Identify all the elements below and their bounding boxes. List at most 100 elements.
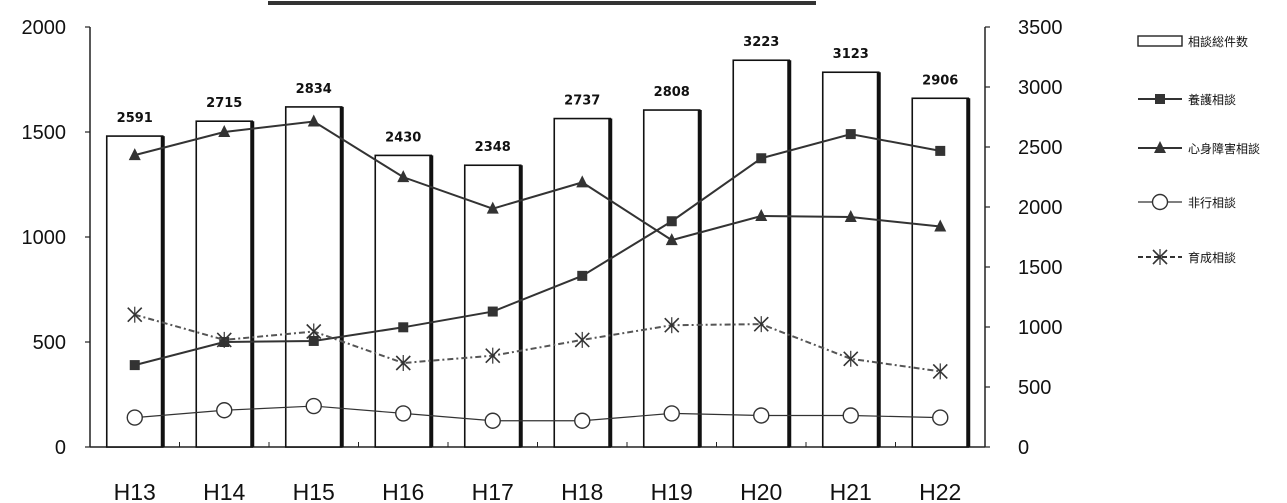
right-tick-label: 2500	[1018, 137, 1063, 159]
right-tick-label: 3000	[1018, 77, 1063, 99]
bar	[821, 71, 880, 448]
point-triangle	[576, 175, 589, 188]
legend-label: 心身障害相談	[1188, 141, 1260, 156]
point-circle	[932, 409, 949, 426]
point-square	[577, 270, 588, 281]
point-triangle	[486, 201, 499, 214]
series-triangle-filled	[128, 114, 947, 246]
x-tick-label: H18	[561, 479, 603, 503]
legend-bar-swatch	[1137, 35, 1183, 47]
point-triangle	[665, 233, 678, 246]
right-tick-label: 3500	[1018, 17, 1063, 39]
bar-data-label: 2348	[475, 140, 511, 155]
legend-label: 養護相談	[1188, 92, 1236, 107]
point-star	[574, 331, 590, 348]
series-line	[134, 133, 941, 367]
legend-item: 相談総件数	[1137, 34, 1248, 49]
bar	[284, 106, 343, 448]
point-square	[935, 145, 946, 156]
series-x-star	[127, 306, 948, 380]
x-tick-label: H17	[472, 479, 514, 503]
point-circle	[1151, 193, 1169, 211]
point-triangle	[1154, 141, 1166, 153]
point-square	[398, 322, 409, 333]
point-circle	[663, 405, 680, 422]
bar-data-label: 2715	[206, 96, 242, 111]
legend-label: 相談総件数	[1188, 34, 1248, 49]
x-tick-label: H19	[651, 479, 693, 503]
bar	[911, 97, 970, 448]
bar-data-label: 2808	[654, 85, 690, 100]
legend-label: 育成相談	[1188, 250, 1236, 265]
legend-item: 非行相談	[1138, 193, 1236, 211]
right-tick-label: 0	[1018, 437, 1029, 459]
legend-item: 育成相談	[1138, 249, 1236, 265]
bar-data-label: 2737	[564, 94, 600, 109]
point-circle	[484, 412, 501, 429]
point-circle	[305, 397, 322, 415]
point-star	[306, 323, 322, 340]
point-star	[843, 350, 859, 367]
point-star	[932, 363, 948, 380]
right-tick-label: 2000	[1018, 197, 1063, 219]
point-square	[845, 129, 856, 140]
point-star	[1152, 249, 1168, 265]
point-triangle	[755, 209, 768, 221]
point-circle	[126, 409, 143, 426]
point-triangle	[844, 210, 857, 223]
axes: 0 500 1000 1500 2000 0 500 1000 1500 2000 2500 3000…	[22, 17, 1063, 503]
bar	[732, 59, 791, 448]
point-circle	[395, 405, 412, 422]
bar	[642, 109, 701, 448]
point-circle	[842, 407, 859, 424]
bar	[374, 154, 433, 448]
x-tick-label: H20	[740, 479, 782, 503]
bar-data-label: 3223	[743, 35, 779, 50]
left-tick-label: 2000	[22, 17, 67, 39]
point-star	[395, 355, 411, 371]
left-tick-label: 1500	[22, 122, 67, 144]
legend-label: 非行相談	[1188, 195, 1236, 210]
series-lines	[126, 114, 949, 429]
point-triangle	[307, 114, 320, 127]
x-tick-label: H21	[830, 479, 872, 503]
point-triangle	[397, 170, 410, 183]
point-square	[129, 360, 140, 371]
point-square	[487, 306, 498, 317]
bars	[105, 59, 971, 448]
point-square	[308, 335, 319, 346]
point-circle	[574, 412, 591, 429]
point-star	[216, 331, 232, 348]
left-tick-label: 1000	[22, 227, 67, 249]
series-line	[134, 120, 941, 242]
point-triangle	[218, 125, 231, 137]
point-star	[485, 347, 501, 364]
bar-data-labels: 2591 2715 2834 2430 2348 2737 2808 3223 3123 2906	[117, 35, 959, 155]
point-square	[666, 216, 677, 227]
bar-data-label: 2430	[385, 130, 421, 145]
series-circle-open	[126, 397, 949, 429]
right-tick-label: 1500	[1018, 257, 1063, 279]
point-triangle	[128, 148, 141, 161]
point-square	[756, 153, 767, 164]
bar-data-label: 2834	[296, 82, 332, 97]
bar-data-label: 2591	[117, 111, 153, 126]
x-tick-label: H15	[293, 479, 335, 503]
point-star	[664, 317, 680, 334]
point-star	[127, 306, 143, 323]
legend-item: 心身障害相談	[1138, 141, 1260, 156]
x-tick-label: H22	[919, 479, 961, 503]
series-line	[134, 313, 941, 373]
x-tick-label: H14	[203, 479, 245, 503]
point-star	[753, 316, 769, 333]
x-tick-label: H16	[382, 479, 424, 503]
bar	[105, 135, 164, 448]
left-tick-label: 0	[55, 437, 66, 459]
point-triangle	[934, 219, 947, 232]
left-tick-label: 500	[33, 332, 66, 354]
bar-data-label: 2906	[922, 73, 958, 88]
legend-item: 養護相談	[1138, 92, 1236, 107]
bar-data-label: 3123	[833, 47, 869, 62]
